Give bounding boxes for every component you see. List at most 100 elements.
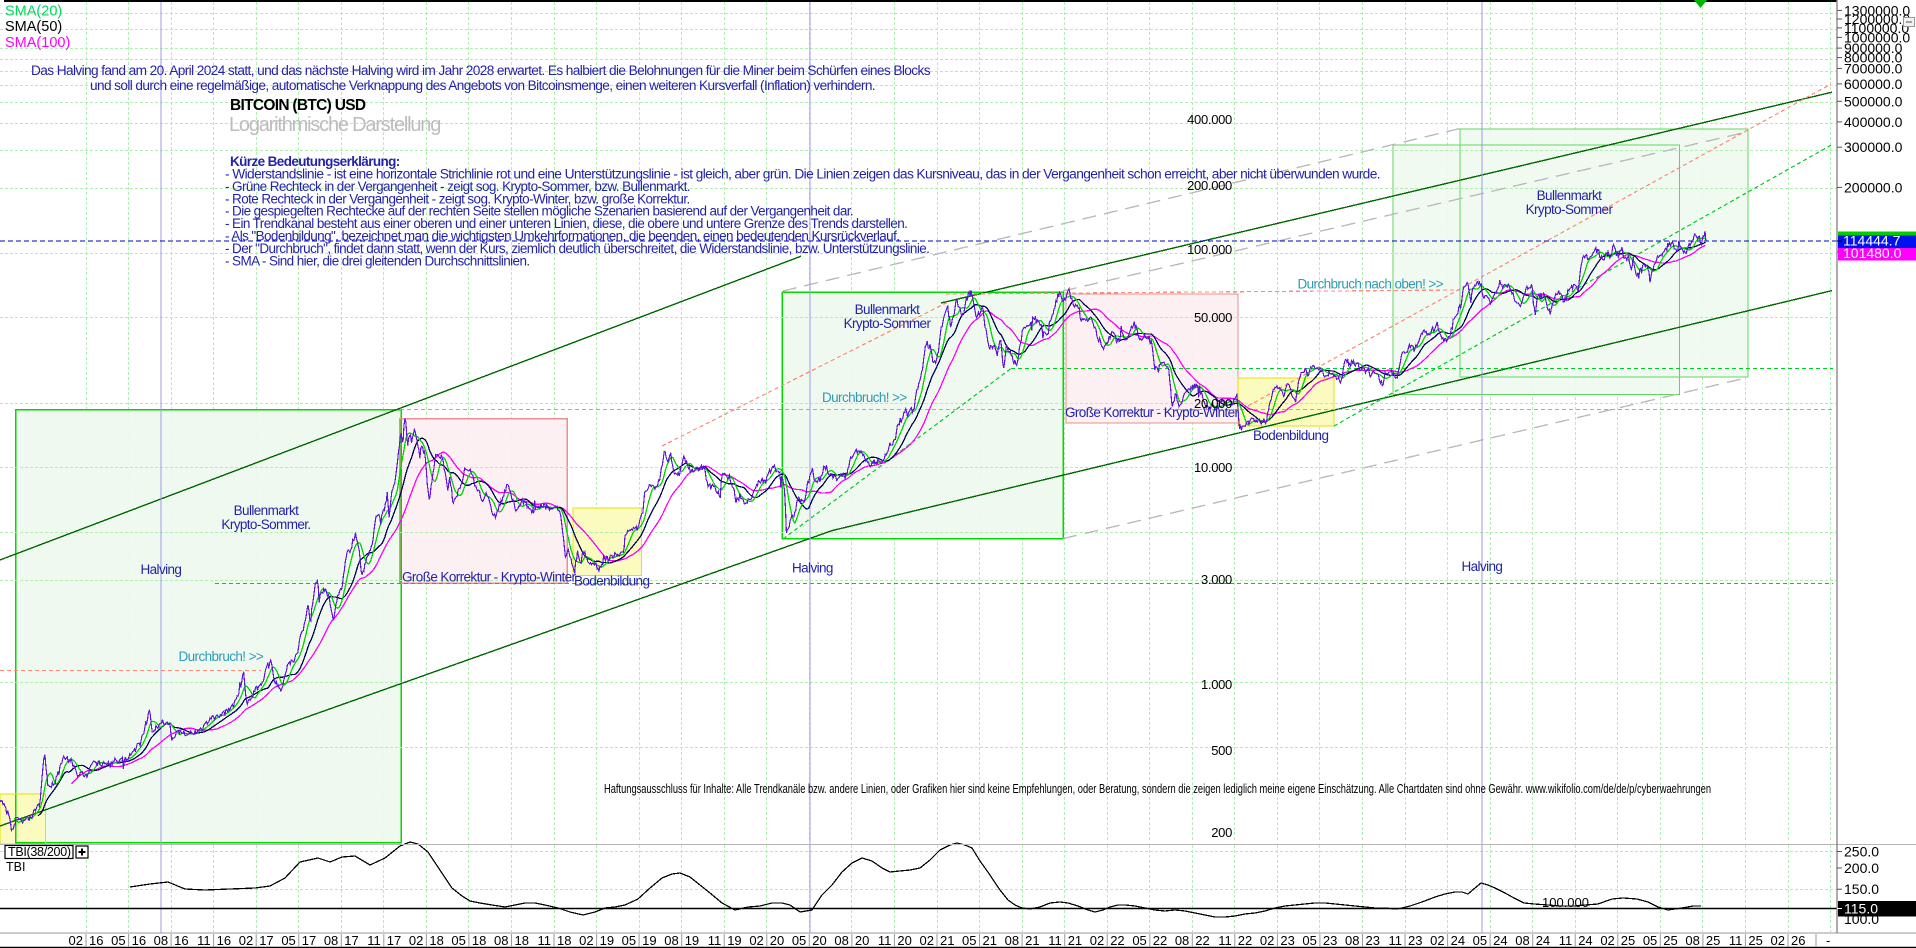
- svg-text:02: 02: [409, 933, 423, 948]
- svg-text:Bullenmarkt: Bullenmarkt: [234, 503, 300, 518]
- svg-text:20: 20: [770, 933, 784, 948]
- svg-text:Haftungsausschluss für Inhalte: Haftungsausschluss für Inhalte: Alle Tre…: [604, 781, 1711, 796]
- svg-text:25: 25: [1748, 933, 1762, 948]
- svg-text:24: 24: [1578, 933, 1592, 948]
- svg-text:100.000: 100.000: [1187, 242, 1232, 257]
- svg-text:02: 02: [69, 933, 83, 948]
- svg-text:-: -: [1826, 933, 1830, 948]
- svg-text:150.0: 150.0: [1844, 881, 1879, 897]
- svg-text:- Widerstandslinie - ist eine: - Widerstandslinie - ist eine horizontal…: [225, 167, 1380, 182]
- svg-text:23: 23: [1280, 933, 1294, 948]
- svg-text:11: 11: [1559, 933, 1573, 948]
- svg-text:Das Halving fand am 20. April: Das Halving fand am 20. April 2024 statt…: [31, 63, 931, 78]
- svg-text:Große Korrektur - Krypto-Winte: Große Korrektur - Krypto-Winter: [1065, 405, 1240, 420]
- svg-text:18: 18: [472, 933, 486, 948]
- svg-text:23: 23: [1366, 933, 1380, 948]
- svg-text:Bullenmarkt: Bullenmarkt: [855, 302, 921, 317]
- svg-text:20: 20: [897, 933, 911, 948]
- svg-text:21: 21: [1068, 933, 1082, 948]
- svg-text:19: 19: [685, 933, 699, 948]
- svg-text:- SMA - Sind hier, die drei gl: - SMA - Sind hier, die drei gleitenden D…: [225, 253, 530, 268]
- svg-text:02: 02: [749, 933, 763, 948]
- svg-text:11: 11: [1729, 933, 1743, 948]
- svg-text:SMA(100): SMA(100): [5, 35, 70, 51]
- svg-text:05: 05: [111, 933, 125, 948]
- svg-text:11: 11: [367, 933, 381, 948]
- svg-text:19: 19: [642, 933, 656, 948]
- svg-text:1300000.0: 1300000.0: [1844, 2, 1910, 18]
- svg-text:26: 26: [1791, 933, 1805, 948]
- svg-text:08: 08: [1175, 933, 1189, 948]
- svg-text:1.000: 1.000: [1201, 677, 1232, 692]
- svg-text:Logarithmische Darstellung: Logarithmische Darstellung: [229, 114, 440, 136]
- svg-text:05: 05: [1302, 933, 1316, 948]
- svg-text:08: 08: [1005, 933, 1019, 948]
- svg-text:100.000: 100.000: [1542, 895, 1589, 910]
- svg-text:16: 16: [132, 933, 146, 948]
- svg-text:11: 11: [197, 933, 211, 948]
- svg-text:Bodenbildung: Bodenbildung: [574, 574, 649, 589]
- svg-text:08: 08: [1345, 933, 1359, 948]
- svg-text:114444.7: 114444.7: [1843, 233, 1901, 249]
- svg-text:1100000.0: 1100000.0: [1844, 20, 1909, 36]
- svg-text:22: 22: [1153, 933, 1167, 948]
- svg-text:- Rote Rechteck in der Vergang: - Rote Rechteck in der Vergangenheit - z…: [225, 191, 690, 206]
- svg-text:02: 02: [920, 933, 934, 948]
- svg-text:08: 08: [324, 933, 338, 948]
- svg-text:17: 17: [259, 933, 273, 948]
- svg-text:11: 11: [1048, 933, 1062, 948]
- svg-text:400.000: 400.000: [1187, 112, 1232, 127]
- svg-text:20: 20: [812, 933, 826, 948]
- svg-text:08: 08: [664, 933, 678, 948]
- svg-text:Halving: Halving: [792, 561, 833, 576]
- svg-text:200000.0: 200000.0: [1844, 179, 1903, 195]
- svg-text:17: 17: [387, 933, 401, 948]
- svg-text:25: 25: [1663, 933, 1677, 948]
- svg-text:19: 19: [600, 933, 614, 948]
- svg-text:02: 02: [239, 933, 253, 948]
- svg-text:20: 20: [855, 933, 869, 948]
- svg-text:11: 11: [878, 933, 892, 948]
- svg-text:- Der "Durchbruch", findet dan: - Der "Durchbruch", findet dann statt, w…: [225, 241, 929, 256]
- svg-text:20.000: 20.000: [1194, 396, 1232, 411]
- svg-text:- Grüne Rechteck in der Vergan: - Grüne Rechteck in der Vergangenheit - …: [225, 179, 690, 194]
- svg-text:21: 21: [983, 933, 997, 948]
- svg-text:115.0: 115.0: [1844, 901, 1878, 917]
- svg-text:500000.0: 500000.0: [1844, 93, 1903, 109]
- svg-text:23: 23: [1323, 933, 1337, 948]
- svg-text:1000000.0: 1000000.0: [1844, 29, 1910, 45]
- svg-text:17: 17: [302, 933, 316, 948]
- svg-text:05: 05: [1643, 933, 1657, 948]
- svg-text:22: 22: [1110, 933, 1124, 948]
- svg-text:05: 05: [622, 933, 636, 948]
- svg-text:Bodenbildung: Bodenbildung: [1253, 428, 1328, 443]
- svg-text:Halving: Halving: [141, 562, 182, 577]
- svg-text:500: 500: [1211, 743, 1232, 758]
- svg-text:16: 16: [217, 933, 231, 948]
- svg-text:11: 11: [1218, 933, 1232, 948]
- svg-text:16: 16: [89, 933, 103, 948]
- svg-text:400000.0: 400000.0: [1844, 114, 1903, 130]
- svg-text:TBI(38/200): TBI(38/200): [8, 845, 71, 859]
- svg-text:1200000.0: 1200000.0: [1844, 11, 1910, 27]
- svg-text:05: 05: [451, 933, 465, 948]
- svg-text:18: 18: [557, 933, 571, 948]
- svg-text:24: 24: [1493, 933, 1507, 948]
- svg-text:02: 02: [1771, 933, 1785, 948]
- svg-text:23: 23: [1408, 933, 1422, 948]
- svg-text:08: 08: [1515, 933, 1529, 948]
- svg-text:Große Korrektur - Krypto-Winte: Große Korrektur - Krypto-Winter: [402, 570, 577, 585]
- svg-text:08: 08: [1685, 933, 1699, 948]
- svg-text:11: 11: [708, 933, 722, 948]
- svg-text:Bullenmarkt: Bullenmarkt: [1537, 188, 1603, 203]
- svg-text:11: 11: [538, 933, 552, 948]
- svg-text:101480.0: 101480.0: [1843, 245, 1902, 261]
- svg-text:21: 21: [940, 933, 954, 948]
- svg-text:200.0: 200.0: [1844, 860, 1879, 876]
- svg-text:700000.0: 700000.0: [1844, 60, 1903, 76]
- svg-text:Krypto-Sommer: Krypto-Sommer: [1526, 202, 1614, 217]
- svg-text:- Als "Bodenbildung", bezeichn: - Als "Bodenbildung", bezeichnet man die…: [225, 229, 899, 244]
- svg-text:300000.0: 300000.0: [1844, 139, 1903, 155]
- svg-text:02: 02: [1090, 933, 1104, 948]
- svg-text:- Die gespiegelten Rechtecke a: - Die gespiegelten Rechtecke auf der rec…: [225, 204, 853, 219]
